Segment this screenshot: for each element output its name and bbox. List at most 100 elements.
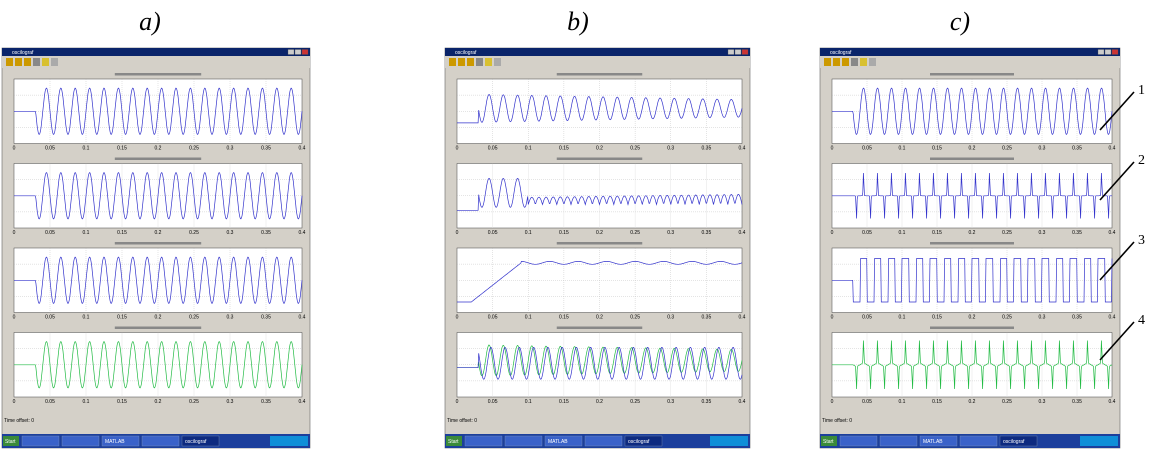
taskbar-item [62, 436, 99, 446]
axes-title-bar [557, 158, 643, 161]
x-tick-label: 0.4 [299, 146, 306, 152]
axes-title-bar [930, 242, 1014, 245]
x-tick-label: 0.1 [83, 315, 90, 321]
title-bar [445, 48, 750, 56]
x-tick-label: 0.35 [702, 146, 712, 152]
x-tick-label: 0.2 [155, 399, 162, 405]
x-tick-label: 0.35 [261, 315, 271, 321]
x-tick-label: 0.3 [227, 146, 234, 152]
toolbar-icon [494, 58, 501, 66]
taskbar-item [585, 436, 622, 446]
x-tick-label: 0 [13, 146, 16, 152]
x-tick-label: 0.2 [596, 399, 603, 405]
tray [1080, 436, 1118, 446]
x-tick-label: 0 [13, 230, 16, 236]
axes-title-bar [557, 242, 643, 245]
x-tick-label: 0.1 [83, 399, 90, 405]
taskbar-item [840, 436, 877, 446]
taskbar-window: oscilograf [1003, 439, 1025, 445]
x-tick-label: 0 [13, 315, 16, 321]
axes-title-bar [115, 327, 201, 330]
x-tick-label: 0.3 [227, 399, 234, 405]
taskbar-item [505, 436, 542, 446]
callout-label: 1 [1138, 83, 1145, 98]
start-label: Start [823, 439, 834, 445]
x-tick-label: 0.1 [83, 146, 90, 152]
x-tick-label: 0.05 [45, 146, 55, 152]
x-tick-label: 0.35 [702, 230, 712, 236]
x-tick-label: 0.25 [630, 399, 640, 405]
x-tick-label: 0.3 [1039, 230, 1046, 236]
x-tick-label: 0.4 [739, 230, 746, 236]
window-button [1105, 50, 1111, 55]
toolbar-icon [33, 58, 40, 66]
x-tick-label: 0.2 [155, 146, 162, 152]
x-tick-label: 0.15 [559, 146, 569, 152]
axes-title-bar [115, 158, 201, 161]
callout-label: 3 [1138, 233, 1145, 248]
x-tick-label: 0.35 [702, 315, 712, 321]
x-tick-label: 0.15 [932, 315, 942, 321]
x-tick-label: 0.1 [525, 146, 532, 152]
x-tick-label: 0.35 [261, 230, 271, 236]
axes-title-bar [930, 327, 1014, 330]
axes-title-bar [557, 73, 643, 76]
x-tick-label: 0.3 [227, 230, 234, 236]
time-offset: Time offset: 0 [447, 418, 477, 424]
x-tick-label: 0.4 [1109, 399, 1116, 405]
figure: a) b) c) oscilograf00.050.10.150.20.250.… [0, 0, 1155, 450]
page: a) b) c) oscilograf00.050.10.150.20.250.… [0, 0, 1155, 450]
taskbar-program: MATLAB [105, 439, 125, 445]
taskbar-item [22, 436, 59, 446]
taskbar-program: MATLAB [548, 439, 568, 445]
window-button [742, 50, 748, 55]
toolbar-icon [458, 58, 465, 66]
title-bar [820, 48, 1120, 56]
window-button [728, 50, 734, 55]
x-tick-label: 0.05 [488, 399, 498, 405]
x-tick-label: 0.05 [862, 315, 872, 321]
toolbar-icon [15, 58, 22, 66]
x-tick-label: 0.4 [739, 399, 746, 405]
x-tick-label: 0.15 [117, 315, 127, 321]
x-tick-label: 0.35 [261, 399, 271, 405]
toolbar-icon [860, 58, 867, 66]
x-tick-label: 0.3 [227, 315, 234, 321]
x-tick-label: 0.1 [525, 230, 532, 236]
x-tick-label: 0.2 [969, 399, 976, 405]
window-title: oscilograf [830, 50, 852, 56]
x-tick-label: 0.4 [299, 315, 306, 321]
tray [710, 436, 748, 446]
panel-label: c) [950, 7, 970, 36]
x-tick-label: 0.05 [488, 146, 498, 152]
x-tick-label: 0.4 [1109, 146, 1116, 152]
x-tick-label: 0.25 [189, 146, 199, 152]
x-tick-label: 0 [831, 146, 834, 152]
callout-label: 4 [1138, 313, 1145, 328]
x-tick-label: 0.05 [488, 230, 498, 236]
x-tick-label: 0.1 [83, 230, 90, 236]
window-button [1112, 50, 1118, 55]
x-tick-label: 0.2 [969, 315, 976, 321]
x-tick-label: 0.2 [596, 230, 603, 236]
x-tick-label: 0.2 [969, 230, 976, 236]
x-tick-label: 0.05 [862, 230, 872, 236]
x-tick-label: 0.35 [702, 399, 712, 405]
taskbar-item [465, 436, 502, 446]
x-tick-label: 0.25 [1002, 146, 1012, 152]
toolbar-icon [485, 58, 492, 66]
tray [270, 436, 308, 446]
x-tick-label: 0.2 [969, 146, 976, 152]
x-tick-label: 0.2 [596, 146, 603, 152]
x-tick-label: 0.4 [1109, 230, 1116, 236]
axes-title-bar [557, 327, 643, 330]
x-tick-label: 0.15 [117, 399, 127, 405]
taskbar-window: oscilograf [628, 439, 650, 445]
window-button [735, 50, 741, 55]
x-tick-label: 0.25 [1002, 230, 1012, 236]
taskbar-window: oscilograf [185, 439, 207, 445]
axes-title-bar [930, 73, 1014, 76]
x-tick-label: 0 [456, 146, 459, 152]
window-title: oscilograf [455, 50, 477, 56]
taskbar-item [960, 436, 997, 446]
